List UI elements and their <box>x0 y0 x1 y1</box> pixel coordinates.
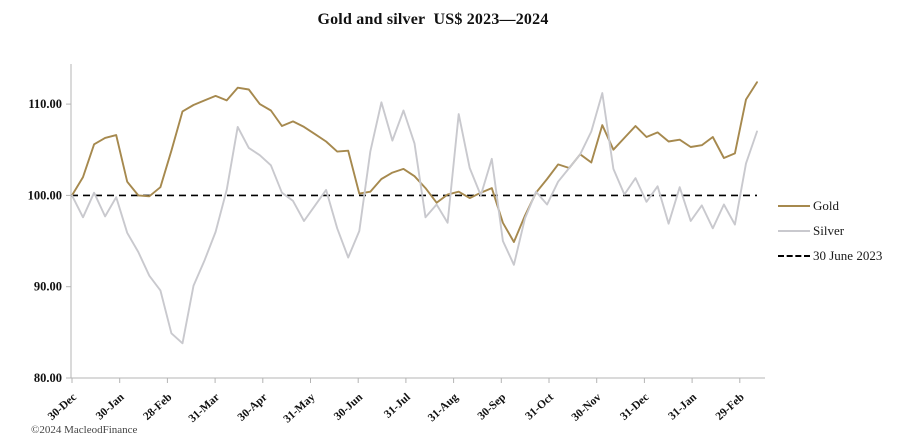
copyright-note: ©2024 MacleodFinance <box>31 424 138 436</box>
y-tick-label: 80.00 <box>34 371 62 385</box>
x-tick-label: 29-Feb <box>714 391 747 423</box>
x-tick-label: 31-May <box>281 391 317 425</box>
y-tick-label: 110.00 <box>28 97 62 111</box>
x-tick-label: 31-Aug <box>426 391 461 424</box>
x-tick-label: 30-Nov <box>570 391 604 424</box>
y-axis-ticks: 80.00 90.00 100.00 110.00 <box>28 97 71 385</box>
legend-item-reference: 30 June 2023 <box>778 243 900 268</box>
series-lines <box>71 81 758 345</box>
legend-label-gold: Gold <box>813 197 839 213</box>
legend-label-silver: Silver <box>813 222 845 238</box>
x-tick-label: 30-Apr <box>236 391 270 423</box>
legend-label-reference: 30 June 2023 <box>813 247 883 263</box>
dashed-line-swatch <box>778 254 810 257</box>
x-tick-label: 30-Dec <box>46 391 79 423</box>
x-tick-label: 31-Mar <box>187 391 223 425</box>
x-tick-label: 31-Jan <box>666 391 699 423</box>
x-axis-ticks: 30-Dec 30-Jan 28-Feb 31-Mar 30-Apr 31-May 30-J… <box>46 378 747 425</box>
x-tick-label: 31-Dec <box>618 391 651 423</box>
silver-line <box>71 92 758 345</box>
chart-title: Gold and silver US$ 2023—2024 <box>317 11 549 28</box>
legend-item-gold: Gold <box>778 193 900 218</box>
gold-line <box>71 81 758 243</box>
x-tick-label: 31-Oct <box>523 391 556 422</box>
gold-line-swatch <box>778 204 810 207</box>
x-tick-label: 30-Jan <box>94 391 127 423</box>
x-tick-label: 30-Jun <box>332 391 366 423</box>
x-tick-label: 28-Feb <box>141 391 174 423</box>
legend: Gold Silver 30 June 2023 <box>778 193 900 268</box>
silver-line-swatch <box>778 229 810 232</box>
legend-item-silver: Silver <box>778 218 900 243</box>
x-tick-label: 30-Sep <box>476 391 509 422</box>
x-tick-label: 31-Jul <box>382 391 413 420</box>
axes <box>70 64 765 379</box>
y-tick-label: 90.00 <box>34 280 62 294</box>
y-tick-label: 100.00 <box>28 188 62 202</box>
